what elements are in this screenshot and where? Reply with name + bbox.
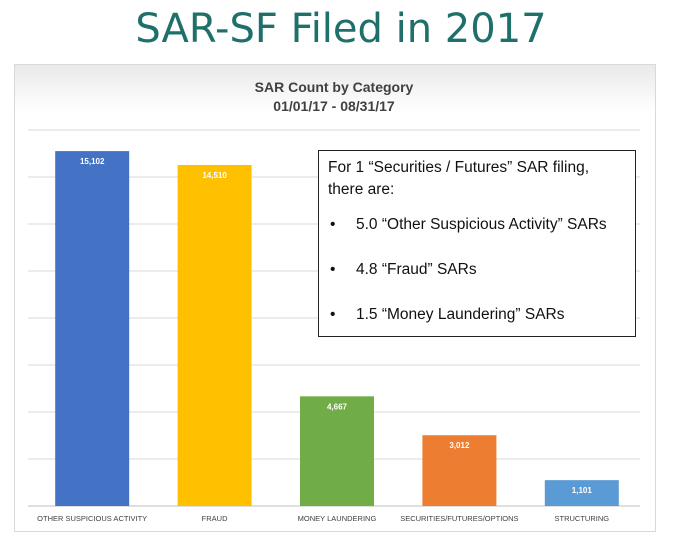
category-labels: OTHER SUSPICIOUS ACTIVITY FRAUD MONEY LAUN… [37,514,609,523]
category-label: MONEY LAUNDERING [298,514,377,523]
data-label: 1,101 [572,486,593,495]
callout-item: 5.0 “Other Suspicious Activity” SARs [328,215,625,235]
data-label: 15,102 [80,157,105,166]
callout-box: For 1 “Securities / Futures” SAR filing,… [318,150,636,337]
bar-4 [422,435,497,506]
callout-list: 5.0 “Other Suspicious Activity” SARs 4.8… [328,215,625,325]
bar-1 [55,151,130,506]
category-label: SECURITIES/FUTURES/OPTIONS [400,514,518,523]
category-label: FRAUD [202,514,228,523]
callout-item: 1.5 “Money Laundering” SARs [328,305,625,325]
bar-2 [177,165,252,506]
callout-heading: For 1 “Securities / Futures” SAR filing,… [328,159,589,198]
chart-title: SAR Count by Category [255,79,414,95]
bar-5 [544,480,619,506]
chart-subtitle: 01/01/17 - 08/31/17 [273,98,395,114]
data-labels: 15,102 14,510 4,667 3,012 1,101 [80,157,592,495]
data-label: 4,667 [327,402,348,411]
category-label: OTHER SUSPICIOUS ACTIVITY [37,514,147,523]
callout-item: 4.8 “Fraud” SARs [328,260,625,280]
bar-3 [300,396,374,506]
slide-title: SAR-SF Filed in 2017 [135,6,547,52]
data-label: 14,510 [202,171,227,180]
bars [55,151,619,506]
data-label: 3,012 [449,441,470,450]
category-label: STRUCTURING [555,514,610,523]
